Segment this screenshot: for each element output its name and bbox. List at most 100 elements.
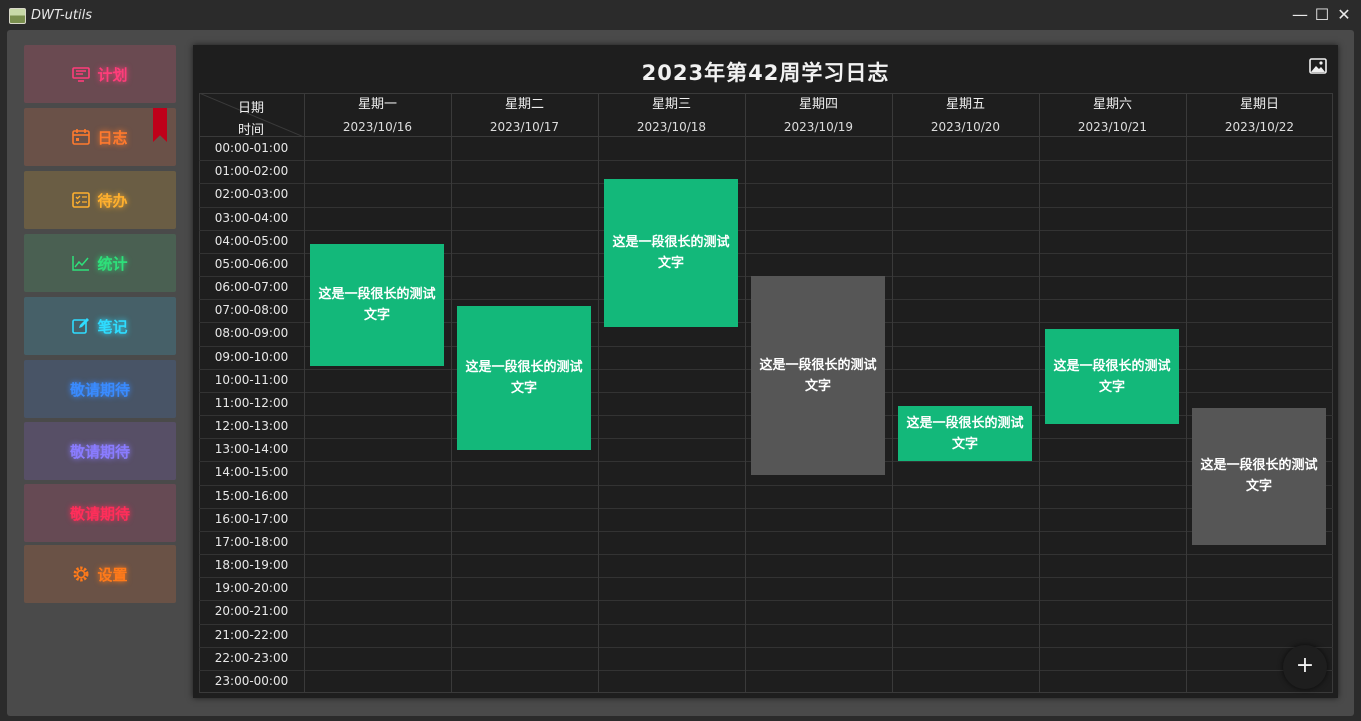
sidebar-item-label: 敬请期待: [69, 380, 130, 399]
row-divider: [199, 623, 1333, 625]
page-title: 2023年第42周学习日志: [641, 61, 890, 85]
day-date: 2023/10/19: [783, 120, 854, 134]
time-slot-label: 01:00-02:00: [214, 164, 289, 179]
checklist-icon: [72, 192, 91, 208]
corner-time-label: 时间: [238, 123, 265, 138]
event-text: 这是一段很长的测试文字: [1053, 358, 1171, 395]
sidebar-item-3[interactable]: 待办: [24, 171, 176, 229]
image-icon: [1309, 58, 1327, 74]
line-chart-icon: [72, 255, 90, 271]
sidebar-item-4[interactable]: 统计: [24, 234, 176, 292]
sidebar-item-1[interactable]: 计划: [24, 45, 176, 103]
sidebar-item-7[interactable]: 敬请期待: [24, 422, 176, 480]
event-text: 这是一段很长的测试文字: [318, 286, 436, 323]
day-date: 2023/10/21: [1077, 120, 1148, 134]
corner-date-label: 日期: [238, 101, 265, 116]
event-text: 这是一段很长的测试文字: [612, 234, 730, 271]
time-slot-label: 18:00-19:00: [214, 558, 289, 572]
event-block[interactable]: 这是一段很长的测试文字: [1045, 329, 1179, 425]
row-divider: [199, 229, 1333, 231]
event-text: 这是一段很长的测试文字: [465, 359, 583, 396]
sidebar-item-9[interactable]: 设置: [24, 545, 176, 603]
time-slot-label: 12:00-13:00: [214, 419, 289, 433]
sidebar-item-5[interactable]: 笔记: [24, 297, 176, 355]
title-bar: DWT-utils — ☐ ✕: [0, 0, 1361, 30]
time-slot-label: 04:00-05:00: [214, 233, 289, 248]
event-block[interactable]: 这是一段很长的测试文字: [457, 306, 591, 450]
time-slot-label: 23:00-00:00: [214, 673, 289, 688]
column-divider: [745, 93, 746, 693]
day-name: 星期五: [945, 97, 985, 112]
time-slot-label: 02:00-03:00: [214, 187, 289, 202]
header-divider: [199, 136, 1333, 137]
grid-border: [199, 93, 1333, 693]
event-block[interactable]: 这是一段很长的测试文字: [310, 243, 444, 367]
column-divider: [892, 93, 893, 693]
row-divider: [199, 669, 1333, 671]
day-header: 星期四 2023/10/19: [745, 96, 892, 138]
event-text: 这是一段很长的测试文字: [906, 415, 1024, 452]
gear-icon: [72, 566, 90, 582]
time-slot-label: 13:00-14:00: [214, 442, 289, 457]
event-block[interactable]: 这是一段很长的测试文字: [1192, 408, 1326, 545]
day-name: 星期三: [651, 97, 691, 112]
time-slot-label: 21:00-22:00: [214, 627, 289, 642]
row-divider: [199, 206, 1333, 208]
time-slot-label: 08:00-09:00: [214, 326, 289, 341]
app-logo-icon: [9, 8, 26, 24]
time-slot-label: 11:00-12:00: [214, 395, 289, 410]
edit-icon: [72, 318, 90, 334]
maximize-button[interactable]: ☐: [1314, 5, 1330, 24]
event-text: 这是一段很长的测试文字: [1200, 458, 1318, 495]
day-name: 星期一: [357, 97, 397, 112]
corner-diagonal: [199, 93, 304, 137]
sidebar-item-2[interactable]: 日志: [24, 108, 176, 166]
time-slot-label: 16:00-17:00: [214, 511, 289, 526]
column-divider: [598, 93, 599, 693]
image-export-button[interactable]: [1309, 58, 1327, 74]
active-bookmark-icon: [153, 108, 167, 142]
row-divider: [199, 160, 1333, 162]
time-slot-label: 09:00-10:00: [214, 349, 289, 364]
time-slot-label: 20:00-21:00: [214, 604, 289, 619]
sidebar-item-6[interactable]: 敬请期待: [24, 360, 176, 418]
day-header: 星期二 2023/10/17: [451, 96, 598, 138]
time-slot-label: 14:00-15:00: [214, 465, 289, 480]
day-date: 2023/10/17: [489, 120, 560, 134]
row-divider: [199, 600, 1333, 602]
event-block[interactable]: 这是一段很长的测试文字: [898, 405, 1032, 462]
time-slot-label: 19:00-20:00: [214, 581, 289, 596]
day-name: 星期日: [1239, 97, 1279, 112]
time-slot-label: 06:00-07:00: [214, 280, 289, 294]
time-slot-label: 00:00-01:00: [214, 141, 289, 155]
close-button[interactable]: ✕: [1337, 5, 1351, 24]
sidebar-item-label: 待办: [97, 191, 128, 210]
row-divider: [199, 484, 1333, 486]
day-date: 2023/10/22: [1224, 120, 1295, 134]
add-event-button[interactable]: +: [1283, 645, 1327, 689]
event-block[interactable]: 这是一段很长的测试文字: [604, 178, 738, 327]
column-divider: [304, 93, 305, 693]
time-slot-label: 07:00-08:00: [214, 303, 289, 318]
row-divider: [199, 554, 1333, 555]
time-slot-label: 15:00-16:00: [214, 488, 289, 503]
column-divider: [451, 93, 452, 693]
sidebar-item-label: 敬请期待: [69, 504, 130, 523]
day-header: 星期一 2023/10/16: [304, 96, 451, 138]
day-header: 星期三 2023/10/18: [598, 96, 745, 138]
minimize-button[interactable]: —: [1292, 5, 1308, 24]
row-divider: [199, 646, 1333, 648]
day-date: 2023/10/16: [342, 120, 413, 134]
day-date: 2023/10/18: [636, 120, 707, 134]
window-title: DWT-utils: [31, 8, 92, 23]
sidebar-item-label: 笔记: [97, 317, 128, 336]
column-divider: [1186, 93, 1187, 693]
sidebar-item-label: 设置: [97, 565, 128, 584]
day-header: 星期五 2023/10/20: [892, 96, 1039, 138]
event-block[interactable]: 这是一段很长的测试文字: [751, 276, 885, 476]
monitor-icon: [72, 66, 91, 82]
day-name: 星期二: [504, 97, 544, 112]
time-slot-label: 05:00-06:00: [214, 256, 289, 271]
sidebar-item-label: 日志: [97, 128, 128, 147]
sidebar-item-8[interactable]: 敬请期待: [24, 484, 176, 542]
